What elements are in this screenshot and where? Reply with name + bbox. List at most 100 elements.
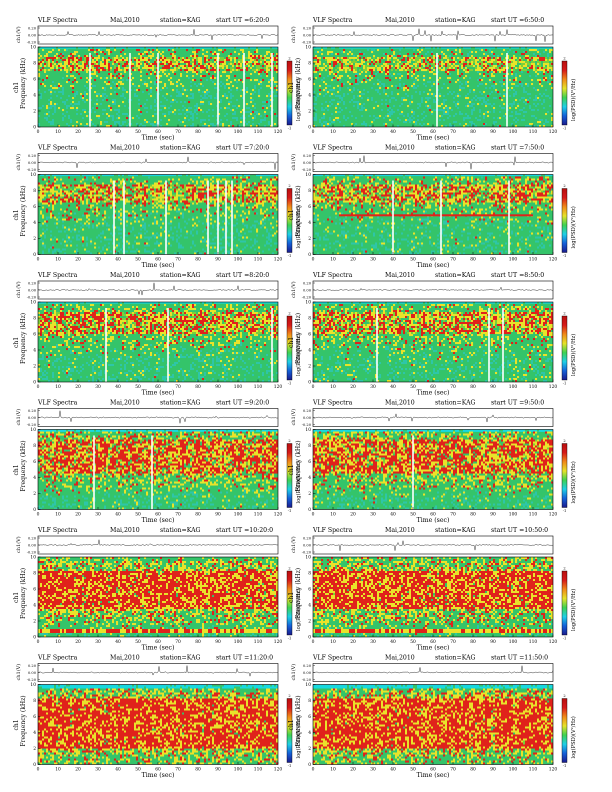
low-band-cell: [465, 629, 467, 633]
low-band-cell: [180, 629, 182, 633]
x-tick-label: 40: [390, 130, 396, 135]
dropout-stripe: [271, 53, 273, 127]
y-tick-label: 4: [308, 604, 311, 609]
x-tick-label: 100: [509, 130, 518, 135]
x-tick-label: 80: [195, 385, 201, 390]
low-band-cell: [381, 629, 383, 633]
spectrogram: [37, 556, 279, 638]
low-band-cell: [70, 629, 72, 633]
low-band-cell: [254, 629, 256, 633]
low-band-cell: [313, 629, 315, 633]
y-axis-channel-label: ch1: [13, 82, 20, 93]
low-band-cell: [86, 629, 88, 633]
low-band-cell: [76, 629, 78, 633]
trace-tick-label: 0.00: [303, 544, 312, 548]
x-axis-label: Time (sec): [417, 645, 450, 652]
low-band-cell: [393, 629, 395, 633]
low-band-cell: [371, 629, 373, 633]
panel-2: VLF Spectra Mai,2010 station=KAG start UT =…: [288, 17, 577, 142]
x-tick-label: 110: [529, 258, 538, 263]
x-tick-label: 0: [37, 130, 40, 135]
panel-8: VLF Spectra Mai,2010 station=KAG start UT =…: [288, 400, 577, 525]
low-band-cell: [417, 629, 419, 633]
dropout-stripe: [243, 53, 245, 127]
x-tick-label: 40: [390, 513, 396, 518]
x-tick-label: 80: [470, 513, 476, 518]
panel-date: Mai,2010: [110, 527, 140, 534]
low-band-cell: [190, 629, 192, 633]
trace-ylabel: ch1(V): [15, 664, 22, 681]
panel-start-time: start UT =10:20:0: [216, 527, 273, 534]
y-tick-label: 0: [33, 636, 36, 641]
low-band-cell: [481, 629, 483, 633]
panel-start-time: start UT =8:50:0: [491, 272, 544, 279]
dropout-stripe: [502, 308, 504, 382]
low-band-cell: [142, 629, 144, 633]
y-tick-label: 6: [308, 460, 311, 465]
x-tick-label: 10: [330, 130, 336, 135]
ch1-trace: [37, 665, 279, 677]
low-band-cell: [262, 629, 264, 633]
low-band-cell: [487, 629, 489, 633]
x-tick-label: 110: [254, 130, 263, 135]
low-band-cell: [327, 629, 329, 633]
x-tick-label: 90: [215, 640, 221, 645]
low-band-cell: [228, 629, 230, 633]
low-band-cell: [437, 629, 439, 633]
low-band-cell: [194, 629, 196, 633]
trace-tick-label: 0.00: [303, 161, 312, 165]
low-band-cell: [276, 629, 278, 633]
low-band-cell: [80, 629, 82, 633]
low-band-cell: [347, 629, 349, 633]
y-tick-label: 6: [33, 715, 36, 720]
x-tick-label: 0: [312, 258, 315, 263]
low-band-cell: [513, 629, 515, 633]
low-band-cell: [511, 629, 513, 633]
low-band-cell: [38, 629, 40, 633]
x-tick-label: 20: [350, 385, 356, 390]
low-band-cell: [423, 629, 425, 633]
panel-11: VLF Spectra Mai,2010 station=KAG start UT =…: [13, 655, 302, 780]
colorbar-top-label: 2: [288, 567, 290, 571]
panel-start-time: start UT =6:50:0: [491, 17, 544, 24]
y-axis-channel-label: ch1: [288, 337, 295, 348]
colorbar: [286, 443, 293, 508]
low-band-cell: [188, 629, 190, 633]
low-band-cell: [84, 629, 86, 633]
x-tick-label: 10: [330, 768, 336, 773]
panel-9: VLF Spectra Mai,2010 station=KAG start UT =…: [13, 527, 302, 652]
x-tick-label: 40: [390, 768, 396, 773]
y-axis-label: Frequency (kHz): [20, 185, 27, 236]
colorbar-label: log(PSD)(V²/Hz): [570, 79, 577, 121]
x-tick-label: 10: [330, 640, 336, 645]
low-band-cell: [373, 629, 375, 633]
low-band-cell: [411, 629, 413, 633]
colorbar-top-label: 2: [563, 694, 565, 698]
low-band-cell: [363, 629, 365, 633]
spectrogram: [37, 429, 279, 510]
x-tick-label: 100: [509, 768, 518, 773]
low-band-cell: [533, 629, 535, 633]
x-tick-label: 70: [175, 258, 181, 263]
y-tick-label: 6: [308, 205, 311, 210]
x-tick-label: 80: [470, 130, 476, 135]
low-band-cell: [329, 629, 331, 633]
colorbar-top-label: 2: [563, 57, 565, 61]
x-tick-label: 120: [274, 258, 283, 263]
trace-tick-label: 0.00: [28, 671, 37, 675]
low-band-cell: [170, 629, 172, 633]
x-tick-label: 10: [330, 385, 336, 390]
colorbar-bottom-label: -1: [563, 764, 567, 768]
x-axis-label: Time (sec): [142, 645, 175, 652]
low-band-cell: [50, 629, 52, 633]
y-tick-label: 4: [308, 731, 311, 736]
y-tick-label: 10: [30, 556, 36, 561]
x-tick-label: 10: [330, 513, 336, 518]
panel-date: Mai,2010: [385, 527, 415, 534]
panel-7: VLF Spectra Mai,2010 station=KAG start UT =…: [13, 400, 302, 525]
y-axis-label: Frequency (kHz): [295, 568, 302, 619]
dropout-stripe: [113, 180, 115, 255]
low-band-cell: [443, 629, 445, 633]
x-tick-label: 40: [390, 385, 396, 390]
